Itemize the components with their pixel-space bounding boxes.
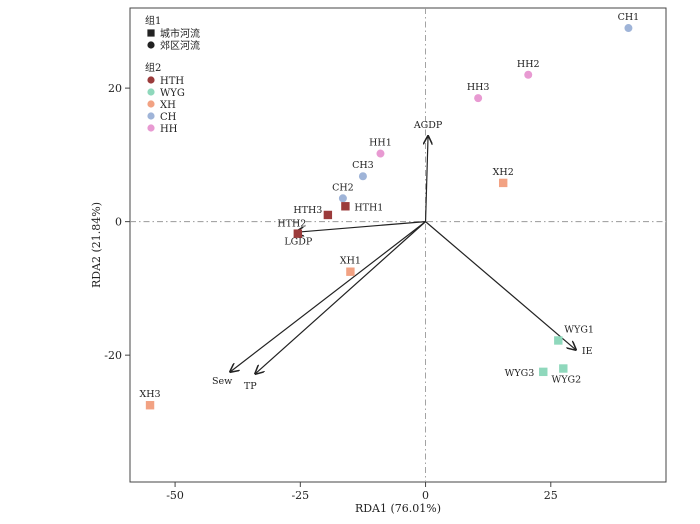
point-hh1 bbox=[376, 149, 385, 158]
x-tick-label: 25 bbox=[544, 489, 558, 502]
plot-frame bbox=[129, 7, 667, 483]
point-hth2 bbox=[293, 229, 303, 238]
legend-entry-label: HTH bbox=[160, 76, 184, 87]
x-tick-label: -25 bbox=[291, 489, 309, 502]
point-label-ch3: CH3 bbox=[352, 160, 374, 171]
y-tick-label: -20 bbox=[104, 349, 122, 362]
vector-label-agdp: AGDP bbox=[413, 120, 443, 131]
point-label-hth3: HTH3 bbox=[293, 205, 322, 216]
vector-label-tp: TP bbox=[244, 381, 257, 392]
vector-arrow-ie bbox=[425, 221, 576, 350]
legend-group-title-2: 组2 bbox=[145, 61, 161, 74]
legend-swatch-xh bbox=[147, 100, 155, 108]
point-label-wyg3: WYG3 bbox=[505, 368, 535, 379]
x-tick-label: -50 bbox=[166, 489, 184, 502]
legend-swatch-ch bbox=[147, 112, 155, 120]
point-label-ch2: CH2 bbox=[332, 182, 354, 193]
point-label-xh2: XH2 bbox=[493, 167, 514, 178]
vector-label-ie: IE bbox=[582, 346, 593, 357]
y-axis-label: RDA2 (21.84%) bbox=[90, 202, 103, 288]
point-ch1 bbox=[624, 24, 633, 33]
legend-swatch-hth bbox=[147, 76, 155, 84]
x-axis-label: RDA1 (76.01%) bbox=[355, 502, 441, 515]
point-ch3 bbox=[358, 172, 367, 181]
vector-arrow-sew bbox=[230, 221, 426, 372]
vector-label-lgdp: LGDP bbox=[284, 236, 313, 247]
point-label-xh1: XH1 bbox=[340, 256, 361, 267]
legend-swatch-wyg bbox=[147, 88, 155, 96]
point-wyg1 bbox=[554, 336, 563, 345]
point-label-xh3: XH3 bbox=[139, 389, 160, 400]
point-wyg3 bbox=[539, 367, 548, 377]
point-xh3 bbox=[145, 401, 155, 410]
point-label-hth2: HTH2 bbox=[277, 219, 306, 230]
vector-arrow-agdp bbox=[426, 136, 429, 222]
legend-swatch-circle bbox=[147, 41, 155, 49]
legend-entry-label: WYG bbox=[160, 88, 185, 99]
point-hh2 bbox=[524, 70, 533, 79]
legend-group-title-1: 组1 bbox=[145, 14, 161, 27]
vector-arrow-tp bbox=[255, 221, 426, 374]
y-tick-label: 0 bbox=[115, 216, 122, 229]
point-xh2 bbox=[498, 178, 508, 188]
point-label-hh1: HH1 bbox=[369, 138, 392, 149]
point-label-wyg2: WYG2 bbox=[551, 375, 581, 386]
point-label-hh3: HH3 bbox=[467, 82, 490, 93]
point-label-hh2: HH2 bbox=[517, 59, 540, 70]
point-label-hth1: HTH1 bbox=[354, 202, 383, 213]
legend-swatch-square bbox=[147, 29, 155, 37]
point-label-ch1: CH1 bbox=[618, 12, 640, 23]
legend-entry-label: HH bbox=[160, 124, 178, 135]
vector-label-sew: Sew bbox=[212, 376, 232, 387]
y-tick-label: 20 bbox=[108, 82, 122, 95]
legend-entry-label: 城市河流 bbox=[160, 27, 200, 40]
point-label-wyg1: WYG1 bbox=[564, 324, 594, 335]
point-xh1 bbox=[346, 267, 355, 276]
legend-swatch-hh bbox=[147, 124, 155, 132]
legend-entry-label: XH bbox=[160, 100, 176, 111]
point-hth1 bbox=[341, 202, 350, 211]
x-tick-label: 0 bbox=[422, 489, 429, 502]
vector-arrow-lgdp bbox=[295, 221, 426, 233]
point-ch2 bbox=[338, 194, 347, 203]
point-wyg2 bbox=[559, 364, 568, 373]
point-hh3 bbox=[474, 94, 483, 103]
legend-entry-label: 郊区河流 bbox=[160, 39, 200, 52]
point-hth3 bbox=[323, 210, 333, 220]
legend-entry-label: CH bbox=[160, 112, 177, 123]
